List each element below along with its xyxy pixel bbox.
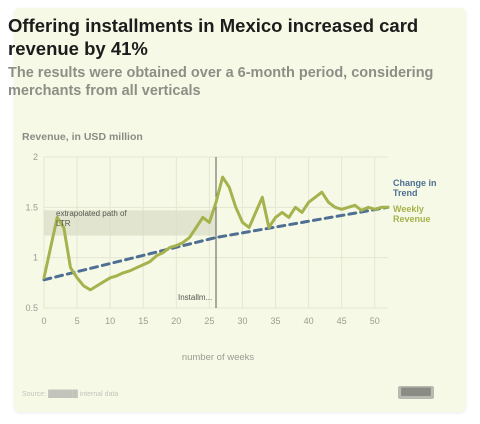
chart-card — [14, 8, 466, 412]
x-tick-label: 15 — [138, 316, 148, 326]
extrapolated-band-rect — [44, 210, 216, 236]
divider-annotation: Installm... — [178, 293, 212, 302]
legend-label-1: Weekly Revenue — [393, 204, 431, 224]
x-tick-label: 10 — [105, 316, 115, 326]
y-tick-label: 1.5 — [25, 202, 38, 212]
series-line-weekly-revenue — [42, 175, 390, 292]
x-axis-label: number of weeks — [182, 352, 255, 363]
series-line-change-in-trend — [42, 205, 390, 282]
band-annotation-line-2: LTR — [56, 219, 71, 228]
legend: Change in Trend Weekly Revenue — [393, 178, 437, 224]
extrapolated-band — [44, 210, 216, 236]
brand-logo: ██████ — [398, 386, 434, 399]
y-tick-label: 1 — [33, 253, 38, 263]
x-tick-label: 20 — [171, 316, 181, 326]
band-annotation-line-1: extrapolated path of — [56, 209, 127, 218]
x-tick-label: 0 — [41, 316, 46, 326]
chart-marks — [42, 157, 390, 308]
axis-ticks: 0.511.520 5 10 15 20 25 30 35 40 45 50 — [25, 152, 379, 326]
x-tick-label: 5 — [75, 316, 80, 326]
x-tick-label: 50 — [370, 316, 380, 326]
y-axis-label: Revenue, in USD million — [22, 131, 143, 143]
y-tick-label: 2 — [33, 152, 38, 162]
x-tick-label: 35 — [271, 316, 281, 326]
x-tick-label: 45 — [337, 316, 347, 326]
source-note: Source: ██████ internal data — [22, 391, 119, 398]
legend-label-0: Change in Trend — [393, 178, 437, 198]
chart-subtitle: The results were obtained over a 6-month… — [8, 65, 434, 99]
x-tick-label: 25 — [204, 316, 214, 326]
chart-title: Offering installments in Mexico increase… — [8, 15, 419, 59]
x-tick-label: 30 — [237, 316, 247, 326]
y-tick-label: 0.5 — [25, 303, 38, 313]
x-tick-label: 40 — [304, 316, 314, 326]
